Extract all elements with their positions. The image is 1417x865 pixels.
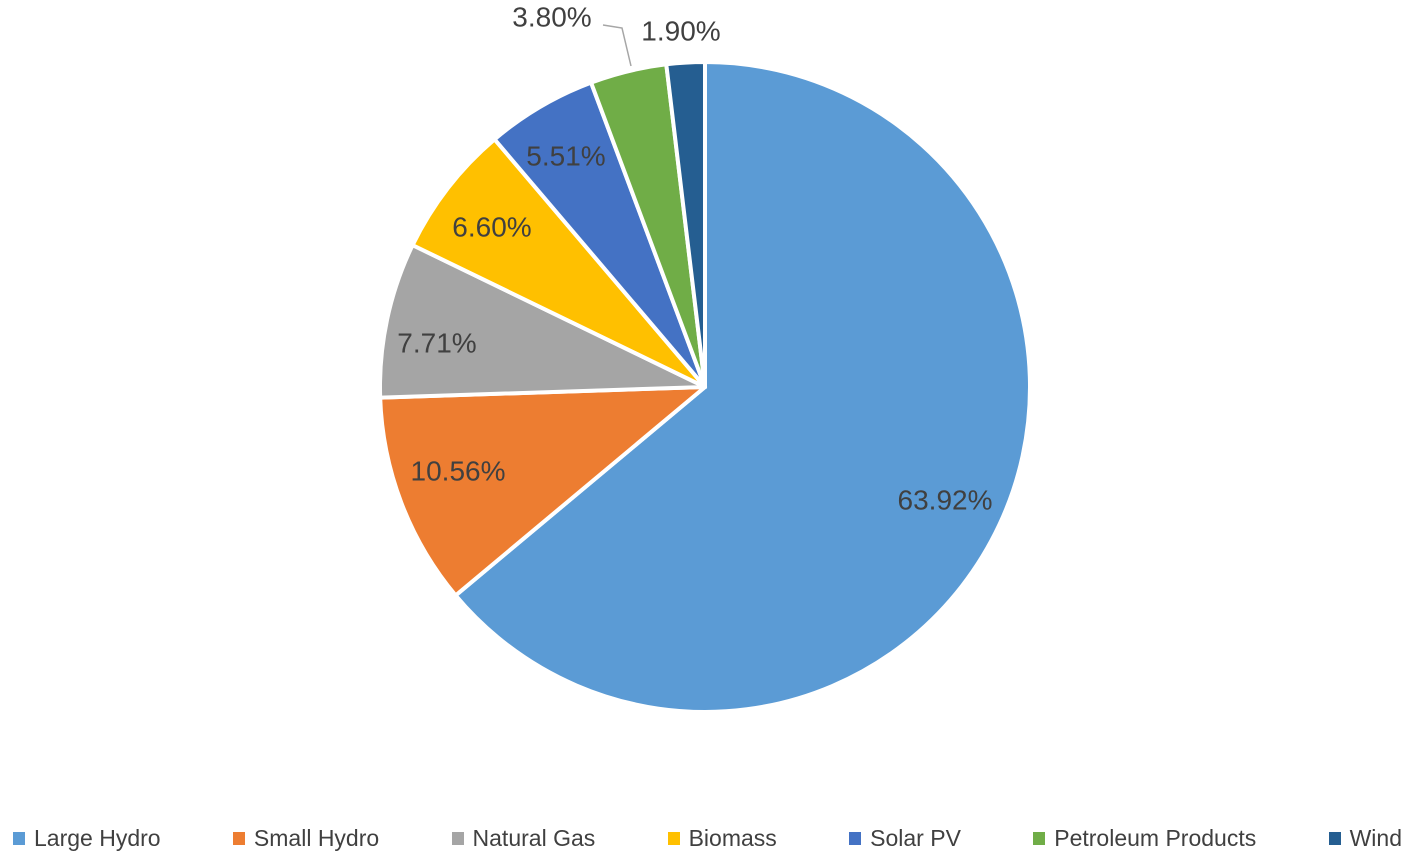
legend-item-wind[interactable]: Wind	[1328, 825, 1402, 852]
data-label-small-hydro: 10.56%	[411, 456, 506, 487]
data-label-petroleum-products: 3.80%	[512, 2, 591, 33]
pie-slice-wind[interactable]	[664, 59, 707, 389]
legend-label-biomass: Biomass	[688, 825, 777, 852]
legend-item-small-hydro[interactable]: Small Hydro	[232, 825, 380, 852]
legend-swatch-solar-pv	[849, 832, 862, 846]
legend-label-natural-gas: Natural Gas	[472, 825, 596, 852]
legend-item-large-hydro[interactable]: Large Hydro	[13, 826, 161, 851]
data-label-biomass: 6.60%	[452, 212, 531, 243]
legend-item-petroleum-products[interactable]: Petroleum Products	[1033, 826, 1256, 851]
legend-item-natural-gas[interactable]: Natural Gas	[451, 825, 596, 852]
pie-slice-large-hydro[interactable]	[453, 60, 1033, 714]
pie-slice-biomass[interactable]	[410, 137, 707, 389]
legend-swatch-petroleum-products	[1033, 832, 1046, 846]
legend-item-solar-pv[interactable]: Solar PV	[849, 826, 961, 851]
chart-legend: Large Hydro Small Hydro Natural Gas Biomass…	[13, 822, 1402, 856]
pie-chart: 63.92% 10.56% 7.71% 6.60% 5.51% 3.80% 1.90%	[378, 2, 1033, 714]
legend-swatch-wind	[1328, 832, 1341, 846]
legend-label-solar-pv: Solar PV	[870, 825, 961, 852]
legend-label-petroleum-products: Petroleum Products	[1054, 825, 1257, 852]
legend-item-biomass[interactable]: Biomass	[667, 825, 777, 852]
legend-label-large-hydro: Large Hydro	[34, 825, 161, 852]
legend-label-wind: Wind	[1349, 825, 1402, 852]
legend-swatch-small-hydro	[232, 832, 245, 846]
legend-swatch-biomass	[667, 832, 680, 846]
pie-slice-small-hydro[interactable]	[378, 385, 707, 598]
data-label-solar-pv: 5.51%	[526, 141, 605, 172]
label-leader-line-petroleum-products	[602, 24, 632, 67]
legend-label-small-hydro: Small Hydro	[253, 825, 380, 852]
data-label-wind: 1.90%	[641, 16, 720, 47]
legend-swatch-large-hydro	[13, 832, 25, 846]
legend-swatch-natural-gas	[451, 832, 464, 846]
data-label-large-hydro: 63.92%	[898, 485, 993, 516]
pie-slice-natural-gas[interactable]	[378, 243, 707, 400]
data-label-natural-gas: 7.71%	[397, 328, 476, 359]
